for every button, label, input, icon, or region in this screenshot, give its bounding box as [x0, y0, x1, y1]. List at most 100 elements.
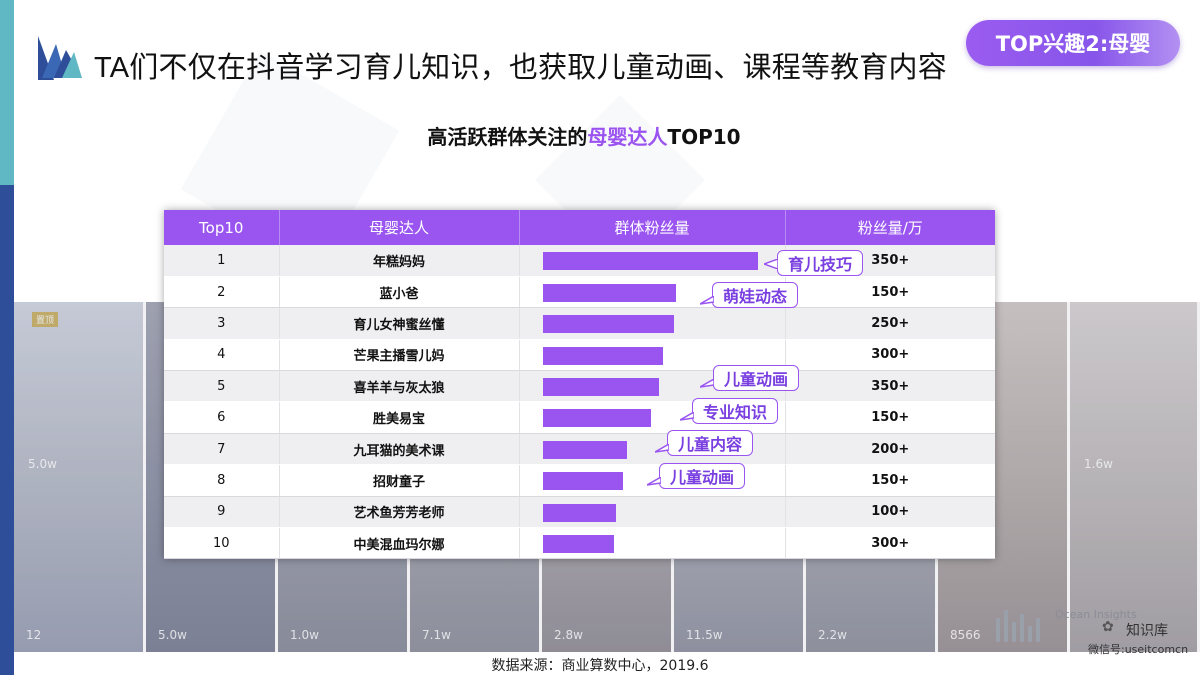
ocean-insights-logo-icon — [996, 610, 1040, 642]
category-tag: 儿童内容 — [667, 430, 754, 456]
influencer-name-cell: 胜美易宝 — [279, 401, 520, 434]
column-header: 群体粉丝量 — [519, 210, 786, 245]
influencer-name-cell: 中美混血玛尔娜 — [279, 527, 520, 560]
like-count: 5.0w — [158, 628, 187, 642]
table-row: 8 招财童子 150+ — [164, 464, 995, 497]
ranking-table: Top10 母婴达人 群体粉丝量 粉丝量/万 1 年糕妈妈 350+ 2 蓝小爸 150+… — [164, 210, 995, 560]
side-strip-accent-top — [0, 0, 14, 185]
like-count: 8566 — [950, 628, 981, 642]
table-row: 2 蓝小爸 150+ — [164, 276, 995, 309]
video-thumbnail: 置顶 5.0w 12 — [14, 302, 146, 652]
tag-pointer — [647, 477, 661, 486]
fan-volume-bar — [542, 409, 651, 428]
influencer-name-cell: 年糕妈妈 — [279, 245, 520, 277]
table-row: 7 九耳猫的美术课 200+ — [164, 433, 995, 466]
influencer-name-cell: 芒果主播雪儿妈 — [279, 339, 520, 372]
category-tag: 儿童动画 — [659, 463, 746, 489]
fan-volume-bar — [542, 535, 614, 554]
fan-volume-bar — [542, 503, 616, 522]
like-count: 1.0w — [290, 628, 319, 642]
category-tag: 专业知识 — [692, 398, 779, 424]
table-title-prefix: 高活跃群体关注的 — [427, 125, 588, 149]
fan-bar-cell — [519, 245, 785, 277]
pinned-badge: 置顶 — [32, 312, 59, 327]
fan-volume-bar — [542, 378, 659, 397]
data-source-note: 数据来源：商业算数中心，2019.6 — [491, 658, 709, 674]
tag-pointer — [764, 259, 778, 269]
fan-count-cell: 100+ — [784, 496, 995, 529]
table-row: 6 胜美易宝 150+ — [164, 401, 995, 434]
fan-count-cell: 250+ — [784, 307, 995, 340]
like-count: 7.1w — [422, 628, 451, 642]
column-header: 粉丝量/万 — [785, 210, 995, 245]
rank-cell: 8 — [164, 464, 280, 497]
fan-volume-bar — [542, 252, 758, 270]
fan-bar-cell — [519, 496, 785, 529]
topic-badge: TOP兴趣2:母婴 — [966, 20, 1180, 66]
fan-volume-bar — [542, 315, 674, 334]
rank-cell: 2 — [164, 276, 280, 309]
category-tag: 育儿技巧 — [777, 250, 864, 276]
side-strip-accent-bottom — [0, 185, 14, 675]
table-body: 1 年糕妈妈 350+ 2 蓝小爸 150+ 3 育儿女神蜜丝懂 250+ 4 芒果主播雪儿妈 300… — [164, 245, 995, 560]
fan-volume-bar — [542, 346, 663, 365]
watermark-brand: Ocean Insights — [1055, 608, 1137, 621]
like-count: 2.2w — [818, 628, 847, 642]
watermark-wechat-id: 微信号:useitcomcn — [1088, 643, 1189, 656]
table-row: 4 芒果主播雪儿妈 300+ — [164, 339, 995, 372]
fan-volume-bar — [542, 283, 676, 302]
brand-logo-icon — [38, 36, 82, 80]
rank-cell: 10 — [164, 527, 280, 560]
rank-cell: 7 — [164, 433, 280, 466]
column-header: Top10 — [164, 210, 280, 245]
category-tag: 儿童动画 — [713, 365, 800, 391]
table-row: 5 喜羊羊与灰太狼 350+ — [164, 370, 995, 403]
table-title: 高活跃群体关注的母婴达人TOP10 — [0, 121, 1168, 150]
fan-count-cell: 150+ — [784, 401, 995, 434]
fan-bar-cell — [519, 527, 785, 560]
table-header-row: Top10 母婴达人 群体粉丝量 粉丝量/万 — [164, 210, 995, 245]
fan-count-cell: 200+ — [784, 433, 995, 466]
tag-pointer — [680, 412, 694, 421]
table-title-highlight: 母婴达人 — [587, 125, 668, 149]
influencer-name-cell: 喜羊羊与灰太狼 — [279, 370, 520, 403]
influencer-name-cell: 蓝小爸 — [279, 276, 520, 309]
fan-count-cell: 150+ — [784, 464, 995, 497]
rank-cell: 1 — [164, 245, 280, 277]
tag-pointer — [655, 444, 669, 453]
tag-pointer — [700, 379, 714, 388]
ranking-table-card: Top10 母婴达人 群体粉丝量 粉丝量/万 1 年糕妈妈 350+ 2 蓝小爸 150+… — [164, 210, 995, 560]
tag-pointer — [700, 296, 714, 305]
table-row: 1 年糕妈妈 350+ — [164, 245, 995, 277]
fan-volume-bar — [542, 472, 623, 491]
column-header: 母婴达人 — [279, 210, 520, 245]
video-thumbnail: 1.6w — [1070, 302, 1200, 652]
influencer-name-cell: 育儿女神蜜丝懂 — [279, 307, 520, 340]
rank-cell: 3 — [164, 307, 280, 340]
fan-count-cell: 300+ — [784, 527, 995, 560]
influencer-name-cell: 九耳猫的美术课 — [279, 433, 520, 466]
fan-bar-cell — [519, 307, 785, 340]
influencer-name-cell: 艺术鱼芳芳老师 — [279, 496, 520, 529]
like-count: 11.5w — [686, 628, 723, 642]
like-count: 2.8w — [554, 628, 583, 642]
like-count: 12 — [26, 628, 42, 642]
table-title-suffix: TOP10 — [667, 125, 741, 149]
fan-volume-bar — [542, 440, 627, 459]
fan-count-cell: 350+ — [784, 370, 995, 403]
page-title: TA们不仅在抖音学习育儿知识，也获取儿童动画、课程等教育内容 — [94, 52, 947, 84]
fan-bar-cell — [519, 339, 785, 372]
influencer-name-cell: 招财童子 — [279, 464, 520, 497]
rank-cell: 6 — [164, 401, 280, 434]
rank-cell: 4 — [164, 339, 280, 372]
table-row: 9 艺术鱼芳芳老师 100+ — [164, 496, 995, 529]
table-row: 10 中美混血玛尔娜 300+ — [164, 527, 995, 560]
table-row: 3 育儿女神蜜丝懂 250+ — [164, 307, 995, 340]
rank-cell: 5 — [164, 370, 280, 403]
like-count: 5.0w — [28, 457, 57, 471]
wechat-icon: ✿ — [1102, 619, 1114, 635]
rank-cell: 9 — [164, 496, 280, 529]
watermark-name: 知识库 — [1126, 623, 1168, 639]
fan-count-cell: 150+ — [784, 276, 995, 309]
fan-count-cell: 300+ — [784, 339, 995, 372]
